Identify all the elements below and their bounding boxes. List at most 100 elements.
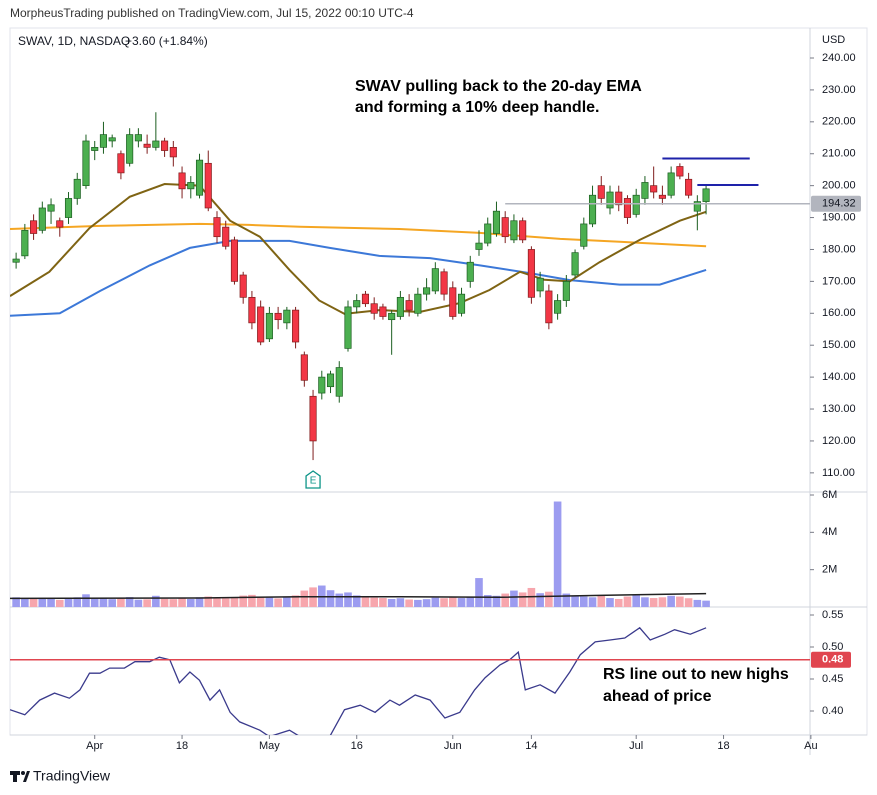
candle-body xyxy=(484,223,492,244)
y-tick-label: 0.40 xyxy=(822,705,843,717)
candle-body xyxy=(545,290,553,324)
volume-bar xyxy=(108,599,116,607)
volume-bar xyxy=(38,597,47,607)
annotation: ahead of price xyxy=(603,688,712,705)
y-tick-label: 150.00 xyxy=(822,339,856,351)
volume-bar xyxy=(204,596,213,607)
candle-body xyxy=(650,185,658,193)
volume-bar xyxy=(667,595,675,607)
x-tick-label: Jun xyxy=(444,740,462,752)
candle-body xyxy=(38,207,46,231)
moving-average xyxy=(10,239,707,317)
volume-bar xyxy=(518,592,527,607)
candle-body xyxy=(536,277,544,292)
y-tick-label: 0.45 xyxy=(822,673,843,685)
candle-body xyxy=(361,293,370,305)
volume-bar xyxy=(475,578,483,607)
volume-bar xyxy=(274,598,282,607)
candle-body xyxy=(405,300,413,311)
volume-bar xyxy=(335,593,344,607)
volume-bar xyxy=(396,598,405,607)
volume-bar xyxy=(300,590,309,607)
volume-bar xyxy=(571,595,579,607)
candle-body xyxy=(379,306,387,317)
volume-bar xyxy=(379,598,387,607)
rs-pane xyxy=(10,626,707,735)
x-tick-label: May xyxy=(259,740,280,752)
candle-body xyxy=(309,395,317,442)
volume-bar xyxy=(614,598,623,607)
volume-bar xyxy=(684,598,693,607)
volume-bar xyxy=(623,596,632,607)
volume-bar xyxy=(422,599,431,607)
logo xyxy=(10,771,30,782)
volume-bar xyxy=(457,598,466,607)
x-tick-label: 14 xyxy=(525,740,537,752)
candle-body xyxy=(213,217,221,238)
candle-body xyxy=(449,287,457,317)
volume-bar xyxy=(553,501,562,607)
volume-bar xyxy=(186,598,195,607)
volume-bar xyxy=(221,598,230,607)
volume-bar xyxy=(125,597,134,607)
rs-level-box xyxy=(811,651,851,668)
candle-body xyxy=(554,300,562,314)
x-tick-label: Au xyxy=(804,740,817,752)
volume-pane xyxy=(10,501,710,607)
candle-body xyxy=(335,367,343,397)
x-tick-label: Apr xyxy=(86,740,103,752)
x-tick-label: 18 xyxy=(176,740,188,752)
candle-body xyxy=(248,296,256,324)
candle-body xyxy=(685,178,693,196)
y-tick-label: 190.00 xyxy=(822,211,856,223)
volume-bar xyxy=(169,599,178,607)
last-price-box xyxy=(811,195,861,212)
candle-body xyxy=(126,134,134,164)
volume-bar xyxy=(230,597,239,607)
volume-bar xyxy=(55,599,64,607)
candle-body xyxy=(571,252,579,276)
volume-bar xyxy=(676,596,684,607)
volume-bar xyxy=(195,597,204,607)
volume-bar xyxy=(344,592,352,607)
candle-body xyxy=(292,309,300,343)
candle-body xyxy=(230,239,239,282)
volume-bar xyxy=(501,593,509,607)
volume-bar xyxy=(152,595,160,607)
y-tick-label: 230.00 xyxy=(822,84,856,96)
y-tick-label: 0.55 xyxy=(822,609,843,621)
volume-bar xyxy=(178,598,186,607)
candle-body xyxy=(632,194,640,215)
candle-body xyxy=(615,191,623,206)
candle-body xyxy=(492,210,501,234)
candle-body xyxy=(588,194,597,225)
annotation: SWAV pulling back to the 20-day EMA xyxy=(355,78,642,95)
candle-body xyxy=(318,376,326,394)
volume-bar xyxy=(21,598,29,607)
y-tick-label: 200.00 xyxy=(822,180,856,192)
y-tick-label: 240.00 xyxy=(822,52,856,64)
rs-line xyxy=(10,626,707,735)
candle-body xyxy=(510,220,518,241)
candle-body xyxy=(562,281,570,301)
candle-body xyxy=(265,312,273,340)
volume-bar xyxy=(440,598,448,607)
rs-level-label: 0.48 xyxy=(822,654,843,666)
candle-body xyxy=(178,172,186,190)
volume-bar xyxy=(579,596,588,607)
candle-body xyxy=(169,147,177,158)
candle-body xyxy=(204,162,212,209)
y-tick-label: 130.00 xyxy=(822,403,856,415)
volume-bar xyxy=(527,587,536,607)
candle-body xyxy=(658,194,666,199)
volume-bar xyxy=(326,590,335,607)
candle-body xyxy=(300,354,308,381)
volume-bar xyxy=(414,599,422,607)
volume-bar xyxy=(702,600,710,607)
volume-bar xyxy=(562,593,571,607)
change: +3.60 (+1.84%) xyxy=(125,34,208,48)
x-tick-label: 18 xyxy=(717,740,729,752)
candle-body xyxy=(667,172,675,196)
volume-bar xyxy=(466,596,475,607)
volume-bar xyxy=(291,595,300,607)
